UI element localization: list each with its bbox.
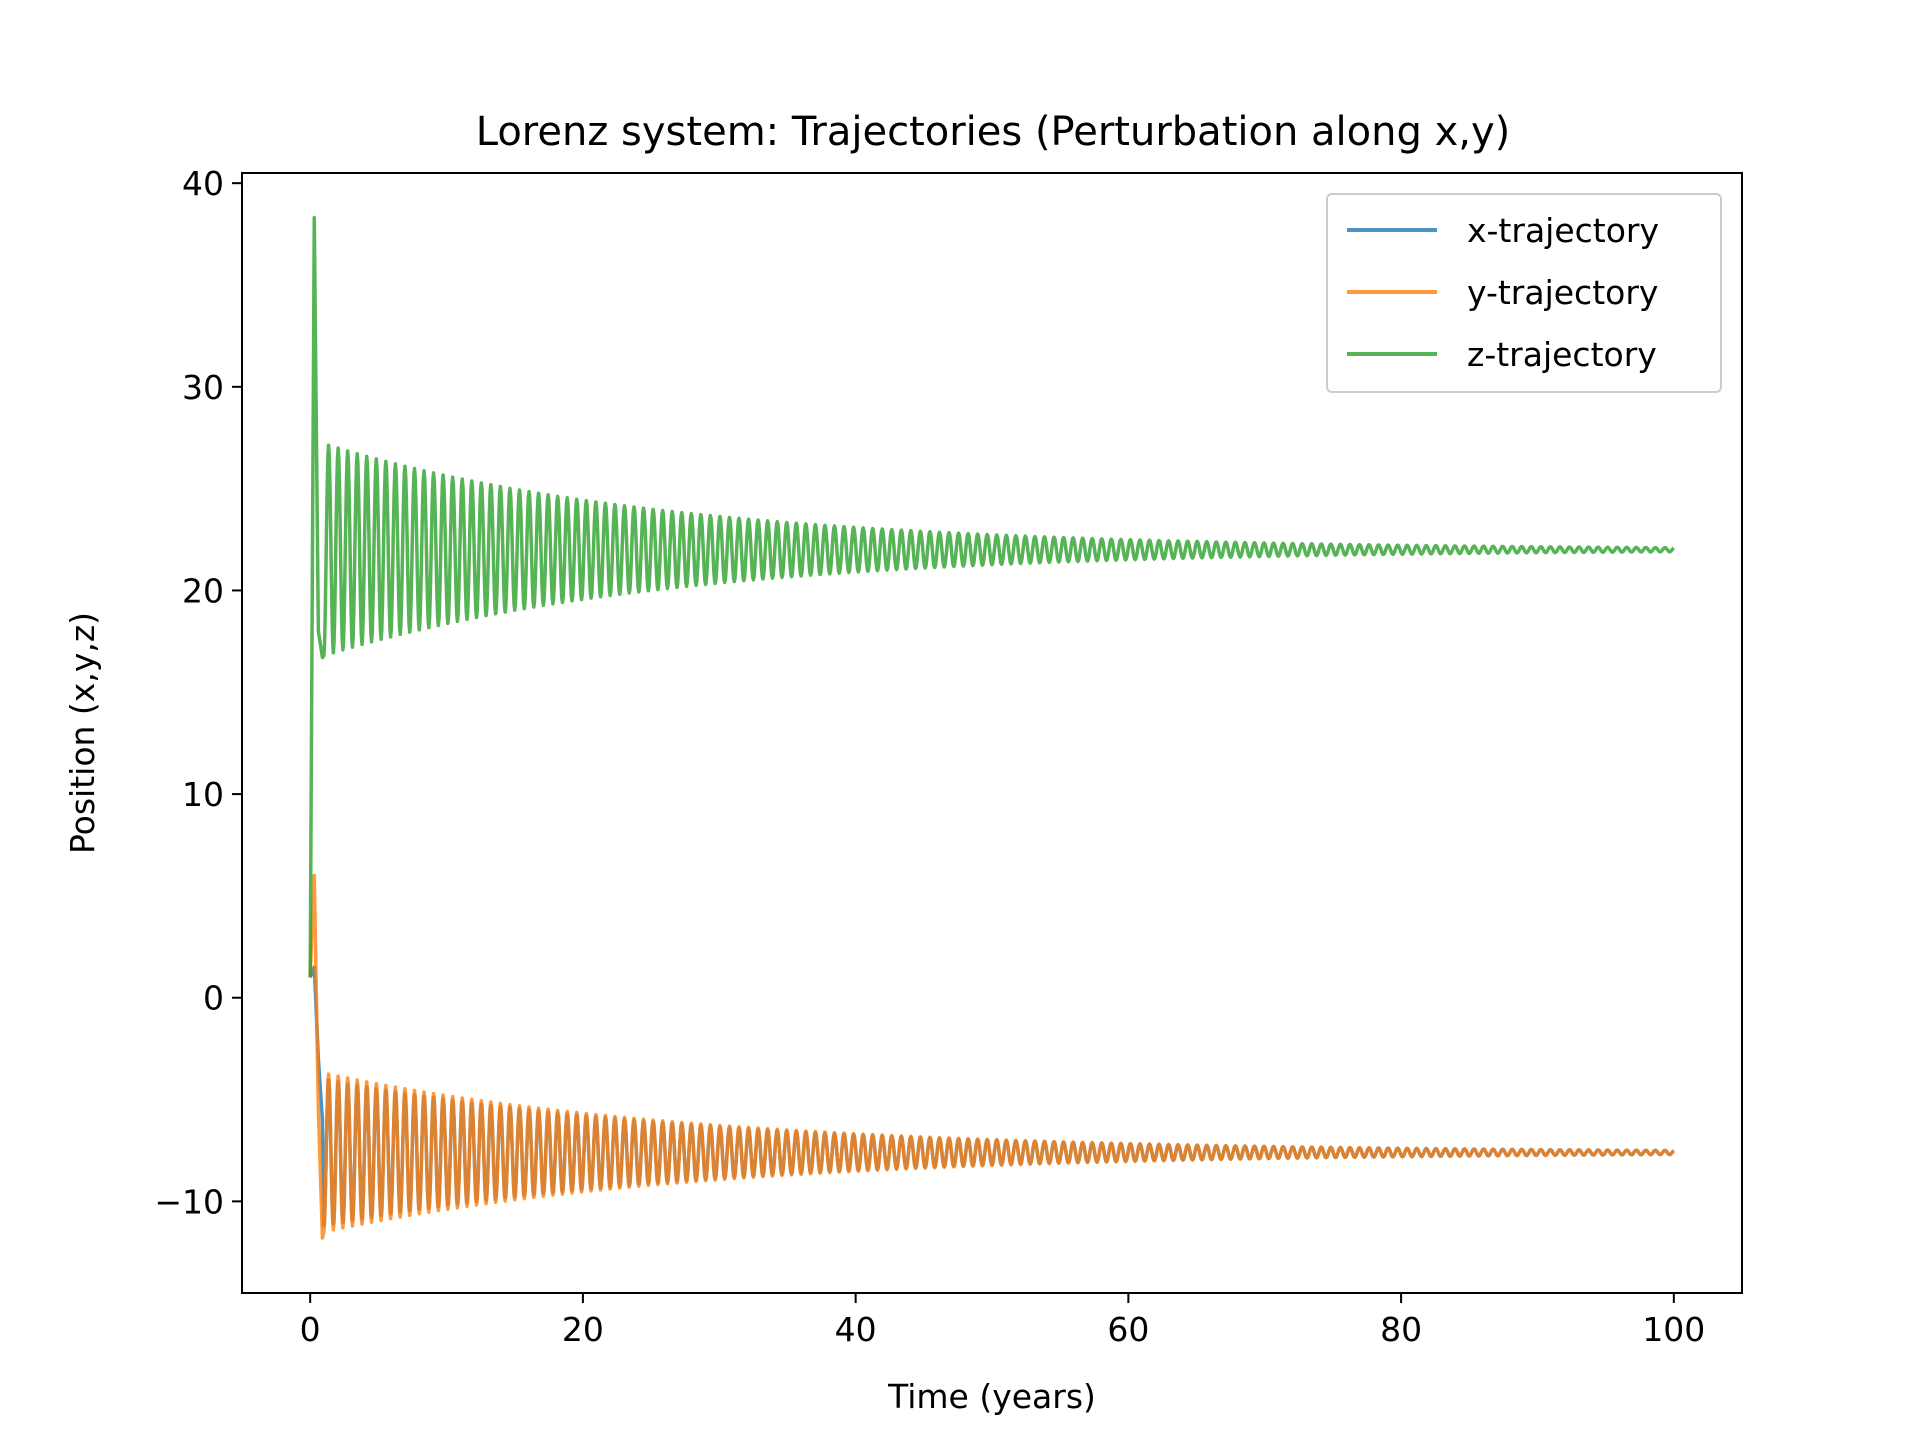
legend-label: z-trajectory xyxy=(1467,335,1657,374)
y-tick-label: 20 xyxy=(182,571,224,610)
legend-entries: x-trajectory y-trajectory z-trajectory xyxy=(1347,211,1659,374)
y-tick-label: 10 xyxy=(182,775,224,814)
x-tick-label: 0 xyxy=(300,1310,321,1349)
y-tick-label: 40 xyxy=(182,164,224,203)
legend-box xyxy=(1326,193,1722,393)
legend-label: y-trajectory xyxy=(1467,273,1658,312)
x-tick-label: 20 xyxy=(562,1310,604,1349)
x-tick-label: 60 xyxy=(1107,1310,1149,1349)
series-line-z-trajectory xyxy=(308,216,1675,978)
x-axis: 0 20 40 60 80 100 xyxy=(300,1293,1705,1349)
chart-title: Lorenz system: Trajectories (Perturbatio… xyxy=(476,109,1511,155)
legend: x-trajectory y-trajectory z-trajectory xyxy=(1326,193,1722,393)
series-line-y-trajectory xyxy=(308,873,1675,1240)
x-tick-label: 100 xyxy=(1642,1310,1705,1349)
plot-series-group xyxy=(308,216,1675,1240)
y-tick-label: 30 xyxy=(182,368,224,407)
x-axis-label: Time (years) xyxy=(887,1377,1096,1416)
y-axis-label: Position (x,y,z) xyxy=(63,612,102,854)
plot-frame xyxy=(241,172,1743,1294)
x-tick-label: 80 xyxy=(1380,1310,1422,1349)
y-axis: −10 0 10 20 30 40 xyxy=(154,164,242,1221)
x-tick-label: 40 xyxy=(835,1310,877,1349)
y-tick-label: −10 xyxy=(154,1182,224,1221)
y-tick-label: 0 xyxy=(203,979,224,1018)
legend-label: x-trajectory xyxy=(1467,211,1659,250)
